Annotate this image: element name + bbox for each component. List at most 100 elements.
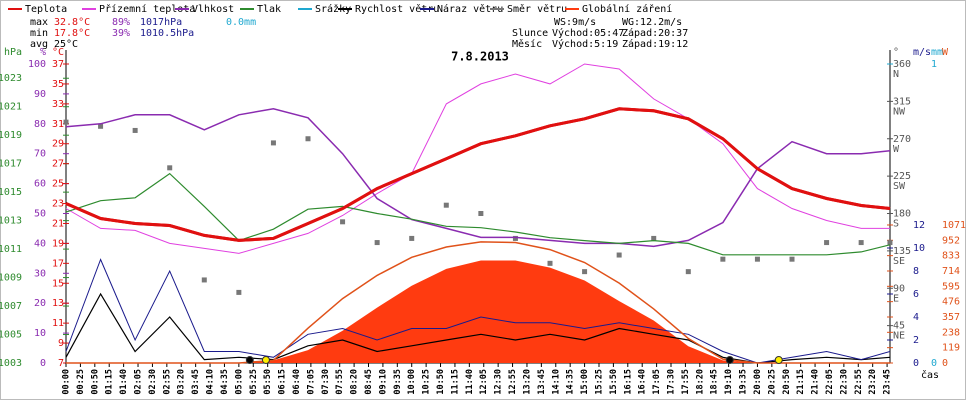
y-tick-label: 35 [52, 79, 64, 90]
sun-rise-marker [261, 356, 270, 364]
y-tick-label: 33 [52, 99, 64, 110]
y-tick-label: 238 [942, 327, 960, 338]
direction-point [887, 240, 893, 246]
direction-point [167, 165, 173, 171]
x-tick-label: 14:35 [566, 369, 576, 395]
y-tick-label: 27 [52, 159, 64, 170]
y-tick-label: 135 [893, 246, 911, 257]
compass-label: W [893, 144, 900, 155]
series-line [65, 172, 891, 256]
x-tick-label: 09:35 [393, 369, 403, 395]
axis-unit-label: m/s [913, 47, 931, 58]
y-tick-label: 357 [942, 312, 960, 323]
x-tick-label: 09:10 [378, 369, 388, 395]
y-tick-label: 0 [942, 358, 948, 369]
y-tick-label: 90 [34, 89, 46, 100]
x-tick-label: 19:10 [724, 369, 734, 395]
y-tick-label: 31 [52, 119, 64, 130]
y-tick-label: 19 [52, 238, 64, 249]
axis-unit-label: W [942, 47, 949, 58]
x-tick-label: 15:25 [594, 369, 604, 395]
x-tick-label: 13:45 [537, 369, 547, 395]
legend-label: Teplota [25, 4, 67, 15]
y-tick-label: 1071 [942, 220, 966, 231]
x-tick-label: 01:15 [105, 369, 115, 395]
x-tick-label: 12:30 [494, 369, 504, 395]
stat: 0.0mm [226, 17, 256, 28]
x-tick-label: 11:40 [465, 369, 475, 395]
y-tick-label: 315 [893, 96, 911, 107]
x-tick-label: 20:50 [782, 369, 792, 395]
y-tick-label: 952 [942, 235, 960, 246]
y-tick-label: 1007 [0, 301, 22, 312]
y-tick-label: 90 [893, 283, 905, 294]
x-tick-label: 17:55 [681, 369, 691, 395]
direction-point [374, 240, 380, 246]
direction-point [340, 219, 346, 225]
x-tick-label: 22:55 [854, 369, 864, 395]
y-tick-label: 0 [931, 358, 937, 369]
x-tick-label: 11:15 [450, 369, 460, 395]
stat: WS:9m/s [554, 17, 596, 28]
radiation-area [66, 260, 890, 363]
x-tick-label: 10:25 [422, 369, 432, 395]
direction-point [236, 289, 242, 295]
x-tick-label: 23:20 [868, 369, 878, 395]
y-tick-label: 360 [893, 59, 911, 70]
chart-title: 7.8.2013 [451, 50, 509, 64]
x-tick-label: 06:15 [278, 369, 288, 395]
x-tick-label: 07:55 [335, 369, 345, 395]
x-tick-label: 02:05 [134, 369, 144, 395]
x-tick-label: 05:00 [234, 369, 244, 395]
series-line [65, 107, 891, 242]
y-tick-label: 225 [893, 171, 911, 182]
direction-point [409, 235, 415, 241]
y-tick-label: 1 [931, 59, 937, 70]
y-tick-label: 10 [913, 243, 925, 254]
direction-point [685, 269, 691, 275]
legend-label: Přízemní teplota [99, 3, 195, 15]
x-tick-label: 17:30 [667, 369, 677, 395]
stat: Východ:05:47 [552, 27, 624, 39]
stat-label: min [30, 28, 48, 39]
y-tick-label: 21 [52, 218, 64, 229]
x-tick-label: 22:05 [825, 369, 835, 395]
x-tick-label: 12:05 [479, 369, 489, 395]
x-tick-label: 20:00 [753, 369, 763, 395]
direction-point [201, 277, 207, 283]
y-tick-label: 13 [52, 298, 64, 309]
stat: 39% [112, 28, 130, 39]
stat-label: avg [30, 39, 48, 50]
stat: 17.8°C [54, 28, 90, 39]
y-tick-label: 1019 [0, 130, 22, 141]
y-tick-label: 25 [52, 179, 64, 190]
y-tick-label: 1003 [0, 358, 22, 369]
legend-label: Srážky [315, 3, 351, 15]
y-tick-label: 0 [40, 358, 46, 369]
stat: 1010.5hPa [140, 28, 194, 39]
stat: 25°C [54, 39, 78, 50]
x-tick-label: 21:15 [796, 369, 806, 395]
y-tick-label: 119 [942, 343, 960, 354]
y-tick-label: 23 [52, 199, 64, 210]
stat: 89% [112, 17, 130, 28]
compass-label: E [893, 293, 899, 304]
x-tick-label: 08:20 [350, 369, 360, 395]
y-tick-label: 1021 [0, 102, 22, 113]
y-tick-label: 1013 [0, 216, 22, 227]
x-tick-label: 22:30 [839, 369, 849, 395]
y-tick-label: 45 [893, 321, 905, 332]
stat: Východ:5:19 [552, 38, 618, 50]
legend-label: Náraz větru [437, 3, 503, 15]
axis-unit-label: °C [52, 47, 64, 58]
x-tick-label: 04:10 [206, 369, 216, 395]
x-tick-label: 05:25 [249, 369, 259, 395]
y-tick-label: 12 [913, 220, 925, 231]
x-tick-label: 15:50 [609, 369, 619, 395]
y-tick-label: 0 [913, 358, 919, 369]
y-tick-label: 1005 [0, 330, 22, 341]
direction-point [616, 252, 622, 258]
compass-label: SW [893, 181, 906, 192]
y-tick-label: 270 [893, 134, 911, 145]
y-tick-label: 7 [58, 358, 64, 369]
